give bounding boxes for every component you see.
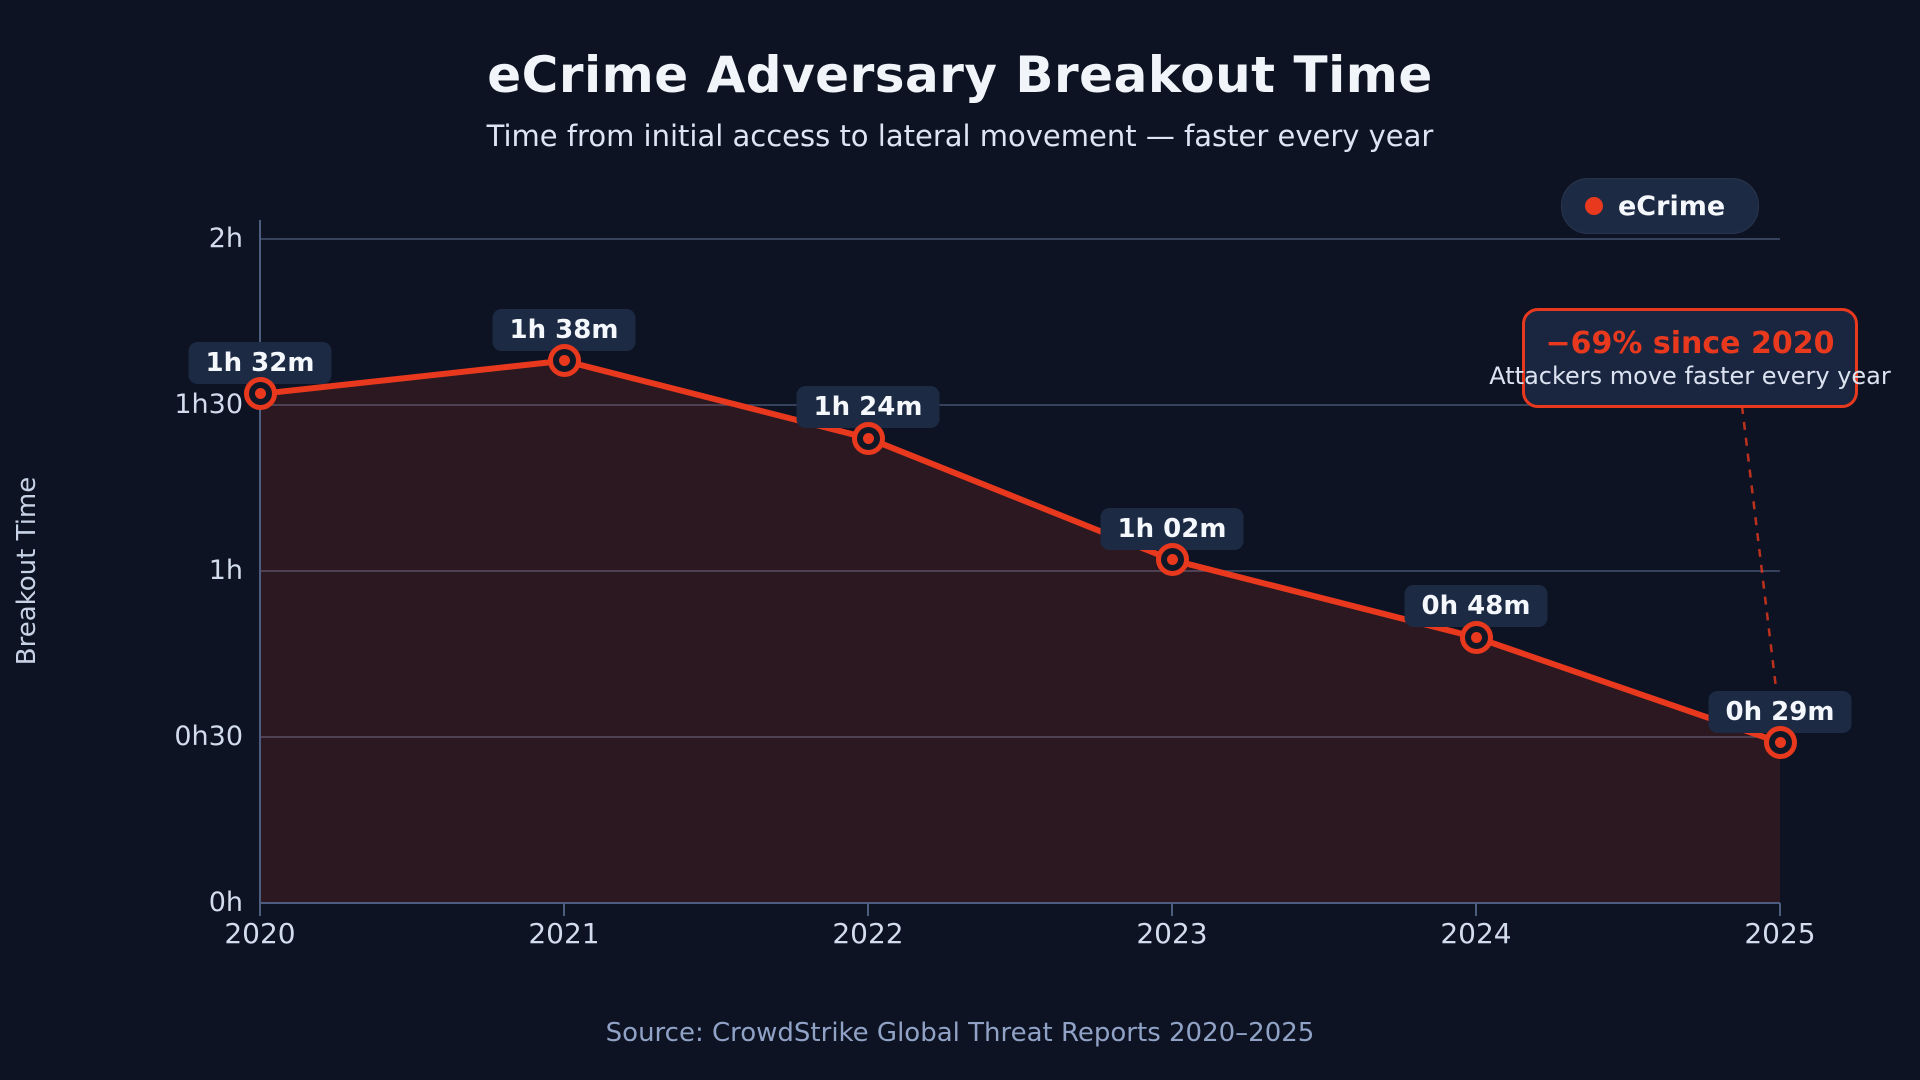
y-axis-title: Breakout Time <box>12 476 42 666</box>
source-caption: Source: CrowdStrike Global Threat Report… <box>605 1018 1315 1048</box>
page-title: eCrime Adversary Breakout Time <box>487 46 1433 104</box>
point-value-label: 1h 38m <box>492 308 636 351</box>
y-tick-label: 2h <box>208 223 243 254</box>
point-value-label: 1h 02m <box>1100 507 1244 550</box>
data-point-marker <box>1763 726 1797 760</box>
data-point-marker <box>1155 543 1189 577</box>
x-tick-label: 2021 <box>528 917 600 950</box>
y-tick-label: 1h <box>208 555 243 586</box>
area-fill <box>260 360 1780 903</box>
legend-series-label: eCrime <box>1618 190 1726 222</box>
annotation-callout: −69% since 2020 Attackers move faster ev… <box>1489 308 1891 408</box>
y-tick-label: 1h30 <box>174 389 243 420</box>
y-tick-label: 0h <box>208 887 243 918</box>
data-point-marker <box>243 377 277 411</box>
data-point-marker <box>1459 620 1493 654</box>
point-value-label: 1h 24m <box>796 386 940 429</box>
page-subtitle: Time from initial access to lateral move… <box>486 119 1434 153</box>
legend-series-dot-icon <box>1585 197 1603 215</box>
annotation-subtitle: Attackers move faster every year <box>1489 361 1891 390</box>
data-point-marker <box>547 344 581 378</box>
x-tick-label: 2023 <box>1136 917 1208 950</box>
x-tick-label: 2024 <box>1440 917 1512 950</box>
series-line <box>257 357 1783 746</box>
y-tick-label: 0h30 <box>174 721 243 752</box>
legend: eCrime <box>1561 178 1760 234</box>
x-tick-label: 2022 <box>832 917 904 950</box>
x-tick-label: 2025 <box>1744 917 1816 950</box>
x-tick-label: 2020 <box>224 917 296 950</box>
point-value-label: 0h 29m <box>1708 690 1852 733</box>
data-point-marker <box>851 421 885 455</box>
annotation-title: −69% since 2020 <box>1545 325 1835 361</box>
annotation-connector-line <box>1740 405 1778 689</box>
